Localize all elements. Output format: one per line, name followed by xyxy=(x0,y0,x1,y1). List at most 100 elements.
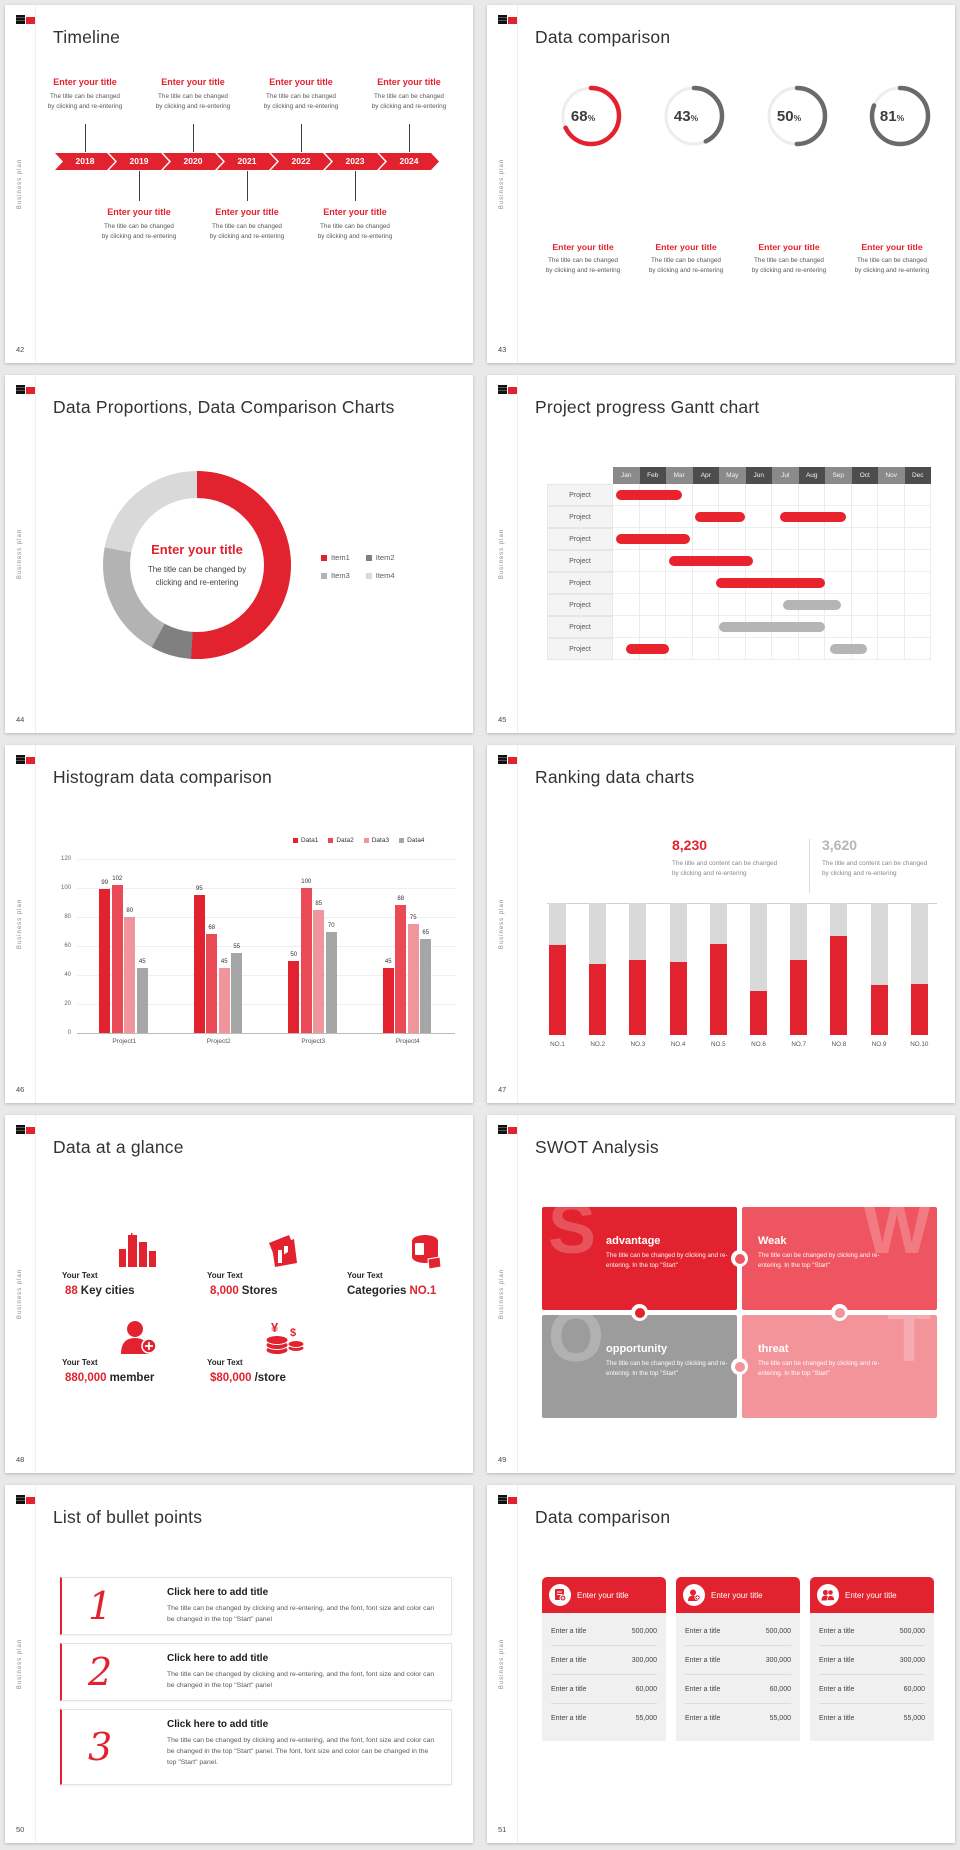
stat-label: Your Text xyxy=(207,1358,243,1367)
margin-divider xyxy=(517,1485,518,1843)
margin-divider xyxy=(35,1115,36,1473)
gantt-cell xyxy=(904,638,931,660)
gantt-month-header: Nov xyxy=(878,467,905,484)
row-label: Enter a title xyxy=(819,1656,855,1664)
slide-45-gantt[interactable]: Business plan 45 Project progress Gantt ch… xyxy=(487,375,955,733)
category-label: NO.9 xyxy=(871,1041,887,1048)
legend-label: Item4 xyxy=(375,571,395,580)
gantt-month-header: Oct xyxy=(851,467,878,484)
row-label: Enter a title xyxy=(685,1685,721,1693)
slide-46-histogram[interactable]: Business plan 46 Histogram data comparison… xyxy=(5,745,473,1103)
histogram-bar xyxy=(288,960,300,1033)
gantt-cell xyxy=(904,616,931,638)
y-axis-tick: 120 xyxy=(60,855,71,862)
gantt-cell xyxy=(745,484,772,506)
timeline-item-body: The title can be changed xyxy=(266,93,336,100)
gantt-month-header: Feb xyxy=(639,467,666,484)
slide-43-data-comparison[interactable]: Business plan 43 Data comparison 68% Enter y… xyxy=(487,5,955,363)
y-axis-tick: 100 xyxy=(60,884,71,891)
timeline-year-pill: 2018 xyxy=(55,153,115,170)
glance-stat-block: Your Text Categories NO.1 xyxy=(345,1233,473,1297)
bullet-number: 2 xyxy=(88,1650,113,1694)
card-row: Enter a title 300,000 xyxy=(819,1646,925,1675)
legend-label: Item3 xyxy=(331,571,350,580)
y-axis-tick: 40 xyxy=(64,971,71,978)
slide-51-data-comparison[interactable]: Business plan 51 Data comparison Enter your… xyxy=(487,1485,955,1843)
slide-title: Ranking data charts xyxy=(535,767,695,787)
timeline-item-body: The title can be changed xyxy=(104,223,174,230)
timeline-item-body: by clicking and re-entering xyxy=(155,103,231,110)
gantt-row-label: Project xyxy=(547,616,613,638)
gantt-cell xyxy=(639,594,666,616)
gantt-cell xyxy=(772,528,799,550)
timeline-item-body: The title can be changed xyxy=(320,223,390,230)
gantt-cell xyxy=(878,550,905,572)
card-title: Enter your title xyxy=(711,1590,763,1600)
gantt-cell xyxy=(692,638,719,660)
caption-line: by clicking and re-entering xyxy=(672,870,747,877)
gantt-cell xyxy=(745,638,772,660)
gridline xyxy=(77,917,455,918)
gantt-month-header: Dec xyxy=(904,467,931,484)
gridline xyxy=(77,975,455,976)
stat-post: Stores xyxy=(241,1285,278,1297)
gantt-bar xyxy=(615,490,682,500)
y-axis-tick: 80 xyxy=(64,913,71,920)
gantt-cell xyxy=(851,528,878,550)
slide-44-proportions[interactable]: Business plan 44 Data Proportions, Data Co… xyxy=(5,375,473,733)
timeline-connector xyxy=(355,171,356,201)
gantt-cell xyxy=(639,550,666,572)
ranking-bar xyxy=(910,983,928,1035)
chart-top-line xyxy=(547,903,937,904)
percent-sign: % xyxy=(896,113,905,123)
gantt-cell xyxy=(798,528,825,550)
puzzle-knob-icon xyxy=(731,1250,748,1267)
row-label: Enter a title xyxy=(819,1627,855,1635)
percent-sign: % xyxy=(690,113,699,123)
category-label: NO.3 xyxy=(630,1041,646,1048)
gantt-bar xyxy=(615,534,690,544)
gantt-cell xyxy=(825,528,852,550)
card-row: Enter a title 500,000 xyxy=(685,1617,791,1646)
gantt-cell xyxy=(666,638,693,660)
category-label: Project4 xyxy=(395,1038,420,1045)
caption-title: Enter your title xyxy=(655,242,717,252)
gantt-cell xyxy=(772,484,799,506)
slide-50-bullet-points[interactable]: Business plan 50 List of bullet points 1 Cli… xyxy=(5,1485,473,1843)
caption-body: The title can be changed xyxy=(548,257,618,264)
gantt-cell xyxy=(745,594,772,616)
categories-icon xyxy=(412,1235,442,1269)
gantt-cell xyxy=(878,506,905,528)
legend-item: Data3 xyxy=(363,837,389,844)
gantt-cell xyxy=(851,572,878,594)
legend-swatch-icon xyxy=(293,838,298,843)
slide-title: SWOT Analysis xyxy=(535,1137,659,1157)
percent-value: 68 xyxy=(570,107,588,125)
histogram-bar xyxy=(218,967,230,1033)
slide-42-timeline[interactable]: Business plan 42 Timeline 2018 2019 2020 2021 2… xyxy=(5,5,473,363)
legend-label: Data4 xyxy=(407,837,425,844)
gantt-cell xyxy=(666,506,693,528)
timeline-item: Enter your title The title can be changed… xyxy=(301,207,409,242)
slide-title: List of bullet points xyxy=(53,1507,203,1527)
row-label: Enter a title xyxy=(685,1627,721,1635)
gantt-month-header: Jul xyxy=(772,467,799,484)
card-header: Enter your title xyxy=(676,1577,800,1613)
slide-number: 43 xyxy=(498,345,507,354)
progress-ring-icon xyxy=(766,85,827,147)
progress-ring-value: 81% xyxy=(859,83,925,149)
progress-ring-value: 43% xyxy=(653,83,719,149)
gantt-cell xyxy=(878,572,905,594)
report-person-icon xyxy=(549,1584,571,1606)
slide-48-data-at-a-glance[interactable]: Business plan 48 Data at a glance Your Text… xyxy=(5,1115,473,1473)
slide-47-ranking[interactable]: Business plan 47 Ranking data charts 8,230 T… xyxy=(487,745,955,1103)
gantt-cell xyxy=(613,572,640,594)
histogram-bar xyxy=(395,905,407,1033)
caption-body: by clicking and re-entering xyxy=(751,267,827,274)
legend-swatch-icon xyxy=(328,838,334,843)
category-label: NO.5 xyxy=(710,1041,726,1048)
timeline-item-title: Enter your title xyxy=(161,77,225,87)
bar-value-label: 65 xyxy=(422,929,430,936)
donut-legend: Item1 Item2 Item3 Item4 xyxy=(321,553,395,580)
